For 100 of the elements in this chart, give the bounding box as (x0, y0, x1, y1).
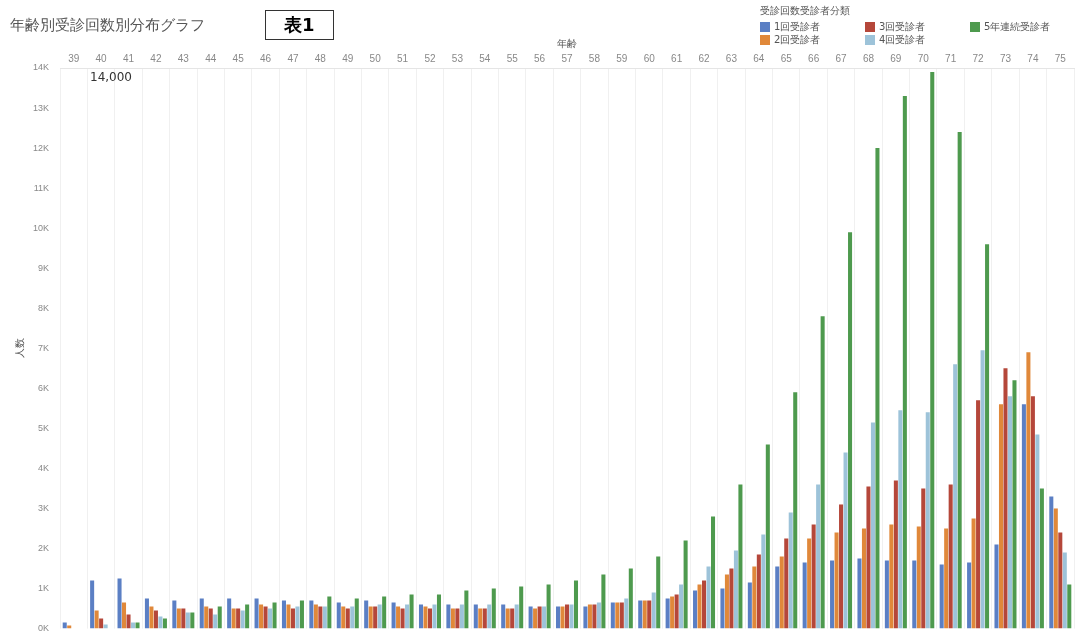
x-tick-label: 72 (972, 52, 985, 64)
bar (409, 594, 414, 629)
bar (733, 550, 738, 629)
x-tick-label: 46 (259, 52, 272, 64)
bar (396, 606, 401, 629)
y-axis-title: 人数 (13, 338, 25, 359)
bar (674, 594, 679, 629)
legend-label: 4回受診者 (878, 33, 927, 46)
y-tick-label: 2K (38, 543, 50, 553)
bar (693, 590, 698, 629)
bar (724, 574, 729, 629)
bar (893, 480, 898, 629)
x-tick-label: 57 (561, 52, 574, 64)
x-tick-label: 71 (945, 52, 957, 64)
bar (345, 608, 350, 629)
bar (930, 72, 935, 629)
bar (793, 392, 798, 629)
x-tick-label: 68 (862, 52, 875, 64)
bar (697, 584, 702, 629)
bar (560, 606, 565, 629)
bar (135, 622, 140, 629)
bar (702, 580, 707, 629)
bar (254, 598, 259, 629)
bar (967, 562, 972, 629)
bar (117, 578, 122, 629)
bar (377, 604, 382, 629)
x-tick-label: 58 (588, 52, 601, 64)
x-tick-label: 65 (780, 52, 793, 64)
bar (615, 602, 620, 629)
bar (898, 410, 903, 629)
bar (446, 604, 451, 629)
bar (1012, 380, 1017, 629)
bar (455, 608, 460, 629)
bar (94, 610, 99, 629)
x-tick-label: 54 (479, 52, 491, 64)
bar (665, 598, 670, 629)
bar (729, 568, 734, 629)
bar (546, 584, 551, 629)
bar (921, 488, 926, 629)
bar (126, 614, 131, 629)
bar (373, 606, 378, 629)
x-tick-label: 64 (753, 52, 765, 64)
bar (432, 604, 437, 629)
bar (1030, 396, 1035, 629)
y-tick-label: 8K (38, 302, 50, 313)
bar (738, 484, 743, 629)
bar (231, 608, 236, 629)
y-tick-label: 3K (38, 502, 50, 513)
bar (327, 596, 332, 629)
bar (711, 516, 716, 629)
bar (318, 606, 323, 629)
bar (1053, 508, 1058, 629)
bar (217, 606, 222, 629)
bar (670, 596, 675, 629)
bar (482, 608, 487, 629)
x-tick-label: 40 (95, 52, 108, 64)
x-tick-label: 51 (397, 52, 409, 64)
bar (122, 602, 127, 629)
bar (382, 596, 387, 629)
x-tick-label: 42 (150, 52, 162, 64)
bar (514, 604, 519, 629)
bar (756, 554, 761, 629)
bar (464, 590, 469, 629)
text: 表1 (265, 10, 334, 40)
bar (208, 608, 213, 629)
bar (596, 602, 601, 629)
bar (624, 598, 629, 629)
x-tick-label: 75 (1054, 52, 1067, 64)
bar (564, 604, 570, 629)
legend-label: 3回受診者 (878, 20, 927, 33)
bar (459, 604, 464, 629)
y-tick-label: 12K (33, 142, 50, 153)
bar (889, 524, 894, 629)
bar (227, 598, 232, 629)
bar (286, 604, 291, 629)
x-tick-label: 70 (917, 52, 930, 64)
x-tick-label: 55 (506, 52, 519, 64)
bar (491, 588, 496, 629)
bar (350, 606, 355, 629)
bar (619, 602, 624, 629)
bar (542, 606, 547, 629)
bar (628, 568, 633, 629)
bar (957, 132, 962, 629)
bar (1062, 552, 1067, 629)
legend-title: 受診回数受診者分類 (760, 4, 851, 18)
bar (213, 614, 218, 629)
bar (870, 422, 875, 629)
bar (902, 96, 907, 629)
bar (583, 606, 588, 629)
bar (807, 538, 812, 629)
bar (172, 600, 177, 629)
bar (948, 484, 953, 629)
bar (839, 504, 844, 629)
bar (925, 412, 930, 629)
bar (290, 608, 295, 629)
bar (295, 606, 300, 629)
bar (533, 608, 538, 629)
bar (176, 608, 181, 629)
bar (436, 594, 441, 629)
bar (601, 574, 606, 629)
